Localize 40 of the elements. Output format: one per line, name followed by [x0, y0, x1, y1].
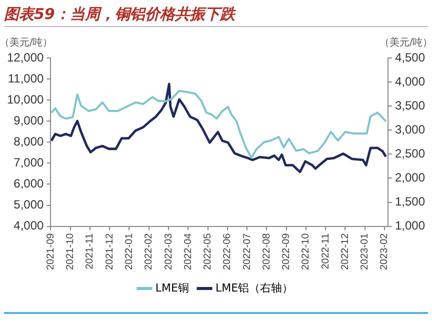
- x-tick-label: 2023-02: [379, 232, 390, 270]
- x-tick-label: 2022-06: [222, 232, 234, 270]
- x-tick-label: 2021-09: [45, 232, 56, 270]
- x-tick-label: 2021-11: [84, 232, 96, 270]
- x-tick-label: 2022-09: [281, 232, 292, 270]
- y2-tick-label: 4,000: [394, 74, 426, 88]
- x-tick-label: 2022-01: [124, 232, 135, 270]
- x-tick-label: 2022-11: [320, 232, 332, 270]
- x-tick-label: 2022-07: [242, 232, 253, 270]
- y-tick-label: 6,000: [14, 176, 44, 191]
- y-tick-label: 4,000: [14, 218, 44, 233]
- y2-tick-label: 1,500: [394, 194, 426, 209]
- x-tick-label: 2021-12: [104, 232, 116, 270]
- legend-label: LME铜: [155, 281, 190, 294]
- y-tick-label: 9,000: [14, 113, 44, 128]
- y2-tick-label: 4,500: [394, 50, 426, 64]
- x-tick-label: 2022-10: [300, 232, 312, 270]
- x-tick-label: 2021-10: [65, 232, 76, 270]
- x-tick-label: 2022-03: [163, 232, 174, 270]
- legend-label: LME铝（右轴）: [216, 281, 294, 294]
- x-tick-label: 2023-01: [360, 232, 371, 270]
- y-tick-label: 11,000: [8, 71, 44, 86]
- y-tick-label: 12,000: [7, 50, 44, 64]
- y-axis-title: （美元/吨）: [0, 36, 53, 49]
- y2-axis-title: （美元/吨）: [379, 36, 432, 49]
- y2-tick-label: 1,000: [394, 218, 426, 233]
- y-tick-label: 10,000: [7, 92, 44, 106]
- y2-tick-label: 2,000: [394, 170, 426, 185]
- x-tick-label: 2022-04: [182, 232, 194, 270]
- y-tick-label: 5,000: [14, 198, 44, 212]
- y2-tick-label: 3,500: [394, 98, 426, 112]
- y2-tick-label: 3,000: [394, 122, 426, 136]
- x-tick-label: 2022-08: [261, 232, 272, 270]
- x-tick-label: 2022-12: [340, 232, 351, 270]
- y2-tick-label: 2,500: [394, 146, 426, 160]
- x-tick-label: 2022-02: [144, 232, 155, 270]
- x-tick-label: 2022-05: [202, 232, 214, 270]
- chart-title: 图表59：当周，铜铝价格共振下跌: [4, 2, 428, 27]
- y-tick-label: 8,000: [14, 134, 44, 148]
- y-tick-label: 7,000: [14, 156, 44, 170]
